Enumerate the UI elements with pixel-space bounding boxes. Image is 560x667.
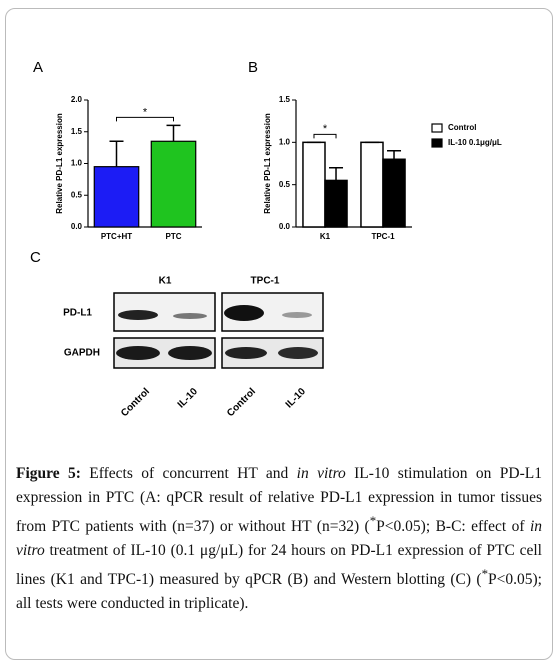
- caption-text: in vitro: [16, 518, 542, 559]
- bar: [302, 141, 326, 228]
- error-bar: [387, 150, 402, 160]
- y-axis-title: Relative PD-L1 expression: [55, 113, 64, 214]
- lane-label: Control: [119, 386, 152, 419]
- significance-label: *: [323, 123, 328, 135]
- error-bar: [166, 124, 181, 142]
- blot-image: [113, 292, 324, 369]
- x-tick-label: K1: [320, 232, 331, 241]
- y-tick-label: 1.5: [279, 95, 291, 104]
- legend-label: Control: [448, 123, 476, 132]
- blot-group: K1: [159, 276, 172, 287]
- significance-bracket: [116, 116, 174, 122]
- y-tick-label: 1.5: [71, 127, 83, 136]
- blot-row: PD-L1: [63, 308, 92, 319]
- caption-text: Effects of concurrent HT and: [80, 465, 297, 482]
- lane-label: IL-10: [284, 386, 309, 411]
- y-tick-label: 2.0: [71, 95, 83, 104]
- caption-text: *: [369, 513, 377, 528]
- figure-frame: [5, 8, 553, 660]
- caption-text: in vitro: [296, 465, 346, 482]
- legend-label: IL-10 0.1μg/μL: [448, 138, 502, 147]
- caption-text: *: [481, 566, 489, 582]
- legend-swatch: [431, 123, 443, 133]
- bar: [93, 166, 140, 228]
- y-tick-label: 1.0: [279, 137, 291, 146]
- error-bar: [329, 166, 344, 181]
- lane-label: IL-10: [176, 386, 201, 411]
- bar: [382, 158, 406, 228]
- legend-swatch: [431, 138, 443, 148]
- figure: A B C K1 TPC-1 PD-L1 GAPDH Control IL-10…: [30, 59, 502, 419]
- lane-label: Control: [225, 386, 258, 419]
- significance-bracket: [313, 133, 337, 139]
- x-tick-label: TPC-1: [371, 232, 395, 241]
- caption-text: P<0.05); all tests were conducted in tri…: [16, 571, 542, 612]
- panel-label: A: [33, 59, 43, 76]
- caption-text: treatment of IL-10 (0.1 μg/μL) for 24 ho…: [16, 541, 542, 589]
- y-tick-label: 1.0: [71, 159, 83, 168]
- x-tick-label: PTC: [166, 232, 182, 241]
- caption-text: IL-10 stimulation on PD-L1 expression in…: [16, 465, 542, 536]
- y-tick-label: 0.0: [279, 222, 291, 231]
- bar: [150, 140, 197, 228]
- panel-label: C: [30, 249, 41, 266]
- blot-row: GAPDH: [64, 348, 100, 359]
- y-axis-title: Relative PD-L1 expression: [263, 113, 272, 214]
- significance-label: *: [143, 106, 148, 118]
- panel-label: B: [248, 59, 258, 76]
- blot-group: TPC-1: [251, 276, 280, 287]
- caption: Figure 5: Effects of concurrent HT and i…: [16, 462, 542, 615]
- caption-label: Figure 5:: [16, 465, 81, 482]
- bar: [324, 179, 348, 228]
- y-tick-label: 0.5: [279, 180, 291, 189]
- x-tick-label: PTC+HT: [101, 232, 132, 241]
- caption-text: P<0.05); B-C: effect of: [376, 518, 530, 536]
- y-tick-label: 0.0: [71, 222, 83, 231]
- y-tick-label: 0.5: [71, 190, 83, 199]
- error-bar: [109, 140, 124, 167]
- bar: [360, 141, 384, 228]
